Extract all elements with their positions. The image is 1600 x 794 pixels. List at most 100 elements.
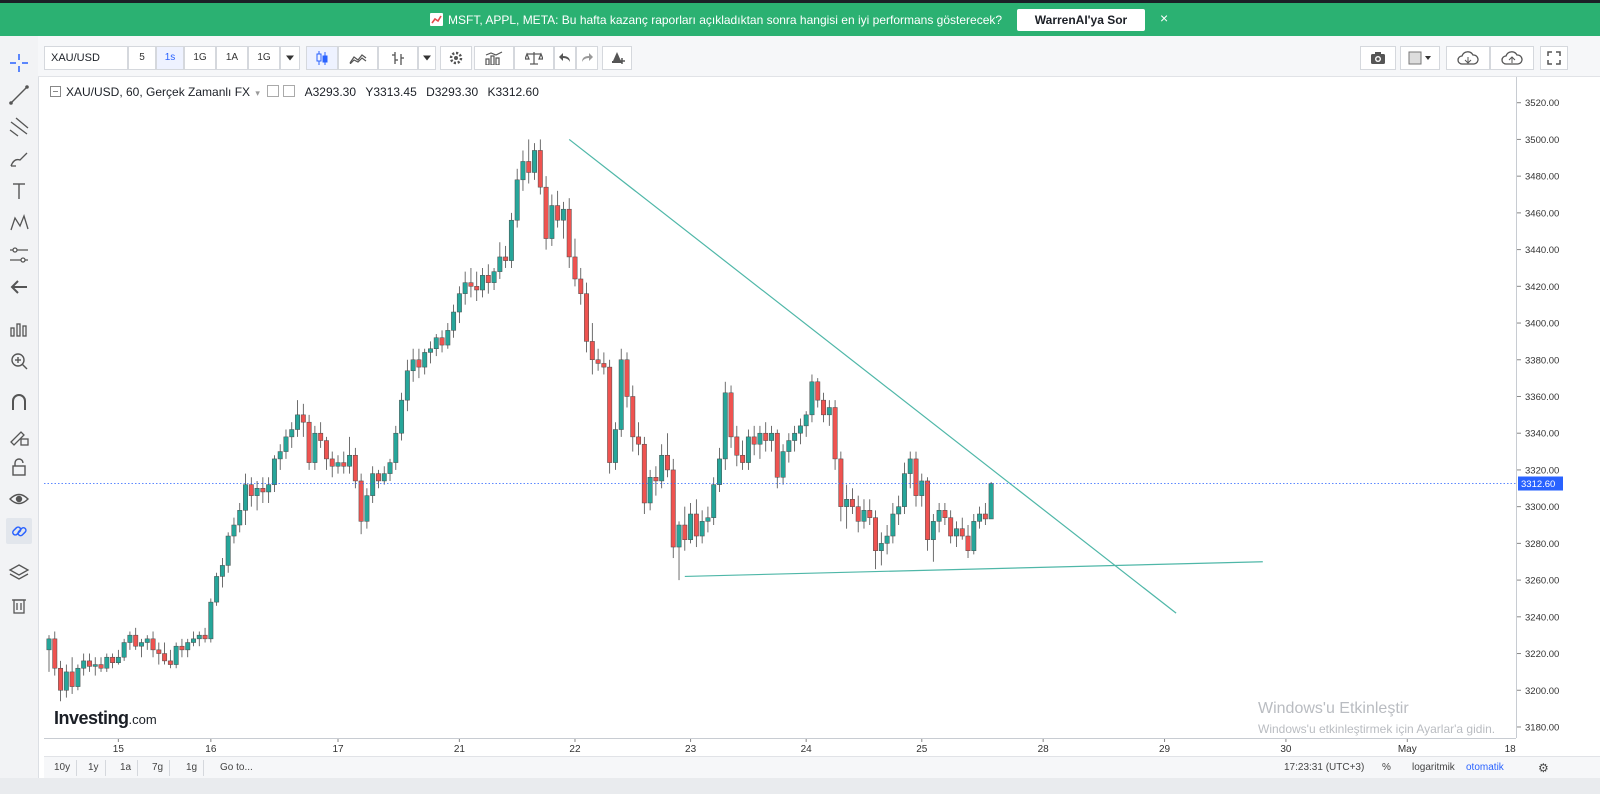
watermark-line-2: Windows'u etkinleştirmek için Ayarlar'a … <box>1258 722 1496 736</box>
candle <box>688 502 694 544</box>
interval-1g[interactable]: 1G <box>184 46 216 70</box>
trend-line-icon[interactable] <box>6 82 32 108</box>
link-icon[interactable] <box>6 518 32 544</box>
candle <box>156 642 162 665</box>
range-1g[interactable]: 1g <box>180 760 205 776</box>
crosshair-icon[interactable] <box>6 50 32 76</box>
compare-icon[interactable] <box>514 46 554 70</box>
chart-type-dropdown-icon[interactable] <box>418 46 436 70</box>
price-tick-label: 3380.00 <box>1525 355 1559 366</box>
candle <box>347 436 353 474</box>
unlock-icon[interactable] <box>6 454 32 480</box>
redo-icon[interactable] <box>576 46 598 70</box>
fib-icon[interactable] <box>6 114 32 140</box>
symbol-input[interactable]: XAU/USD <box>44 46 128 70</box>
undo-icon[interactable] <box>554 46 576 70</box>
candle <box>63 664 69 698</box>
candle <box>549 194 555 246</box>
candle <box>52 631 58 676</box>
candle <box>364 488 370 529</box>
candle <box>121 638 127 661</box>
candle <box>867 499 873 526</box>
bars-icon[interactable] <box>378 46 418 70</box>
range-1y[interactable]: 1y <box>82 760 106 776</box>
interval-5[interactable]: 5 <box>128 46 156 70</box>
price-axis[interactable]: 3180.00 3200.00 3220.00 3240.00 3260.00 3280.… <box>1516 77 1600 738</box>
go-to-button[interactable]: Go to... <box>220 762 253 773</box>
candle <box>352 447 358 489</box>
eye-icon[interactable] <box>6 486 32 512</box>
lock-draw-icon[interactable] <box>6 422 32 448</box>
trash-icon[interactable] <box>6 592 32 618</box>
candle <box>81 653 87 676</box>
zoom-icon[interactable] <box>6 348 32 374</box>
layout-icon[interactable] <box>1400 46 1440 70</box>
price-tick-label: 3340.00 <box>1525 429 1559 440</box>
area-chart-icon[interactable] <box>338 46 378 70</box>
indicators-button-icon[interactable] <box>474 46 514 70</box>
candle <box>75 664 81 691</box>
candle <box>115 649 121 665</box>
legend-settings-icon[interactable] <box>267 85 280 97</box>
candle <box>849 488 855 514</box>
log-toggle[interactable]: logaritmik <box>1412 762 1455 773</box>
candle <box>422 348 428 375</box>
candle <box>699 510 705 544</box>
collapse-icon[interactable] <box>50 86 61 97</box>
last-price-badge <box>1518 476 1563 491</box>
fullscreen-icon[interactable] <box>1540 46 1568 70</box>
interval-dropdown-icon[interactable] <box>280 46 300 70</box>
auto-toggle[interactable]: otomatik <box>1466 762 1504 773</box>
magnet-icon[interactable] <box>6 390 32 416</box>
candle <box>428 341 433 364</box>
cloud-save-icon[interactable] <box>1490 46 1534 70</box>
range-10y[interactable]: 10y <box>48 760 78 776</box>
candle <box>555 190 561 228</box>
camera-icon[interactable] <box>1360 46 1396 70</box>
interval-1a[interactable]: 1A <box>216 46 248 70</box>
candle <box>566 198 572 268</box>
candle <box>630 385 636 452</box>
pattern-icon[interactable] <box>6 210 32 236</box>
candle <box>682 506 688 551</box>
candle <box>873 510 878 570</box>
measure-icon[interactable] <box>6 242 32 268</box>
alert-icon[interactable] <box>602 46 632 70</box>
layers-icon[interactable] <box>6 560 32 586</box>
candle <box>110 653 116 669</box>
legend-hide-icon[interactable] <box>283 85 296 97</box>
cloud-load-icon[interactable] <box>1446 46 1490 70</box>
interval-1s[interactable]: 1s <box>156 46 184 70</box>
time-axis[interactable]: 15 16 17 21 22 23 24 25 28 29 30 May 18:00 <box>44 738 1516 757</box>
candle <box>942 502 948 526</box>
brush-icon[interactable] <box>6 146 32 172</box>
candle <box>248 477 254 507</box>
candle <box>144 635 150 650</box>
bottom-settings-icon[interactable]: ⚙ <box>1538 761 1549 775</box>
trendline-resistance[interactable] <box>568 138 1177 614</box>
price-tick-label: 3460.00 <box>1525 208 1559 219</box>
candle <box>485 264 491 294</box>
candle <box>786 433 792 463</box>
candle <box>578 267 584 305</box>
text-tool-icon[interactable] <box>6 178 32 204</box>
indicators-icon[interactable] <box>6 316 32 342</box>
price-chart[interactable] <box>44 77 1516 738</box>
price-tick-label: 3300.00 <box>1525 502 1559 513</box>
back-arrow-icon[interactable] <box>6 274 32 300</box>
trendline-support[interactable] <box>684 561 1263 578</box>
settings-gear-icon[interactable] <box>440 46 472 70</box>
banner-message: MSFT, APPL, META: Bu hafta kazanç raporl… <box>448 13 1003 27</box>
legend-dropdown-icon[interactable]: ▾ <box>255 88 260 98</box>
candle <box>878 532 884 566</box>
close-icon[interactable]: × <box>1160 10 1169 26</box>
candles-icon[interactable] <box>306 46 338 70</box>
ask-ai-button[interactable]: WarrenAI'ya Sor <box>1017 9 1145 31</box>
time-tick-label: 23 <box>685 744 697 755</box>
range-1a[interactable]: 1a <box>114 760 139 776</box>
percent-toggle[interactable]: % <box>1382 762 1391 773</box>
range-7g[interactable]: 7g <box>146 760 171 776</box>
interval-1g-2[interactable]: 1G <box>248 46 280 70</box>
candle <box>300 403 306 437</box>
bottom-strip <box>0 778 1600 794</box>
